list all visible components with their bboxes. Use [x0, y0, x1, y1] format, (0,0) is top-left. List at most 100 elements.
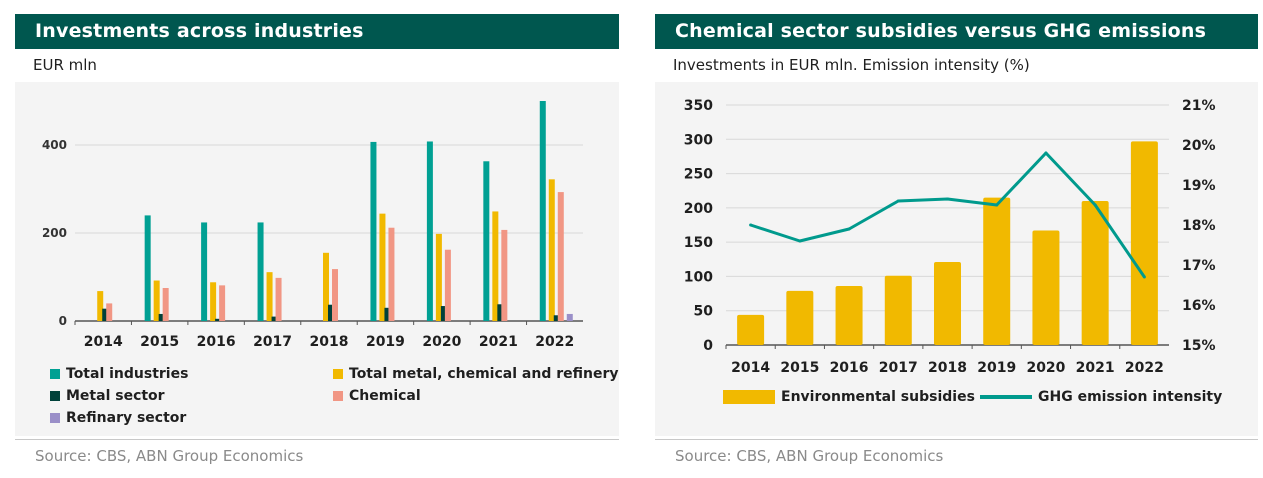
bar-metal-sector-2019 — [384, 307, 391, 321]
x-tick-label: 2015 — [140, 334, 179, 350]
bar-metal-sector-2017 — [271, 316, 278, 321]
x-tick-label: 2022 — [535, 334, 574, 350]
bar-total-metal-chemical-and-refinery-2021 — [492, 211, 499, 321]
x-tick-label: 2020 — [422, 334, 461, 350]
bar-total-industries-2016 — [201, 222, 208, 321]
legend-swatch — [333, 391, 343, 401]
legend-label: Total industries — [66, 366, 189, 382]
legend-swatch — [50, 413, 60, 423]
left-source: Source: CBS, ABN Group Economics — [35, 447, 304, 465]
y-tick-label: 0 — [59, 314, 67, 328]
x-tick-label: 2021 — [1076, 360, 1115, 376]
y-tick-label: 100 — [684, 269, 713, 285]
legend-swatch — [723, 390, 775, 404]
point-ghg-emission-intensity-2015 — [798, 239, 802, 243]
point-ghg-emission-intensity-2016 — [847, 227, 851, 231]
point-ghg-emission-intensity-2014 — [749, 223, 753, 227]
y-tick-label: 0 — [703, 338, 713, 354]
bar-total-industries-2015 — [144, 215, 151, 321]
bar-environmental-subsidies-2022 — [1130, 141, 1158, 345]
point-ghg-emission-intensity-2021 — [1093, 203, 1097, 207]
y-tick-label: 350 — [684, 98, 713, 114]
legend-label: Total metal, chemical and refinery — [349, 366, 619, 382]
x-tick-label: 2019 — [977, 360, 1016, 376]
legend-swatch — [333, 369, 343, 379]
y2-tick-label: 21% — [1182, 98, 1216, 114]
right-chart-area: 0 50 100 150 200 250 300 350 15% 16% 17% 18% 19% 20% 2… — [655, 82, 1258, 436]
legend-item-refinary-sector: Refinary sector — [50, 410, 186, 426]
x-tick-label: 2017 — [253, 334, 292, 350]
bar-chemical-2022 — [557, 192, 564, 321]
left-chart-svg: 0 200 400 2014 2015 2016 2017 2018 2019 2020 2021 2… — [42, 101, 583, 350]
bar-metal-sector-2014 — [102, 308, 109, 321]
bar-total-metal-chemical-and-refinery-2020 — [435, 233, 442, 321]
legend-label: Chemical — [349, 388, 421, 404]
left-chart-subtitle: EUR mln — [33, 56, 97, 74]
bar-chemical-2017 — [275, 277, 282, 321]
bar-environmental-subsidies-2019 — [983, 197, 1011, 345]
bar-environmental-subsidies-2018 — [934, 262, 961, 345]
bar-chemical-2014 — [106, 303, 113, 321]
bar-metal-sector-2021 — [497, 304, 504, 321]
y2-tick-label: 19% — [1182, 178, 1216, 194]
bar-total-industries-2017 — [257, 222, 264, 321]
bar-total-metal-chemical-and-refinery-2022 — [548, 179, 555, 321]
x-tick-label: 2014 — [84, 334, 123, 350]
bar-metal-sector-2018 — [328, 304, 334, 321]
legend-label: GHG emission intensity — [1038, 389, 1223, 405]
bar-environmental-subsidies-2014 — [737, 314, 765, 345]
bar-environmental-subsidies-2020 — [1032, 230, 1060, 345]
y2-tick-label: 18% — [1182, 218, 1216, 234]
bar-total-metal-chemical-and-refinery-2014 — [97, 291, 104, 321]
y-tick-label: 400 — [42, 138, 67, 152]
right-divider — [655, 439, 1258, 440]
bar-total-industries-2022 — [539, 101, 546, 321]
left-chart-area: 0 200 400 2014 2015 2016 2017 2018 2019 2020 2021 2… — [15, 82, 619, 436]
legend-item-total-metal-chemical-and-refinery: Total metal, chemical and refinery — [333, 366, 618, 382]
left-chart-panel: Investments across industries EUR mln 0 2… — [15, 14, 619, 465]
legend-swatch — [50, 369, 60, 379]
right-chart-panel: Chemical sector subsidies versus GHG emi… — [655, 14, 1258, 465]
bar-environmental-subsidies-2021 — [1081, 201, 1109, 345]
right-chart-subtitle: Investments in EUR mln. Emission intensi… — [673, 56, 1030, 74]
bar-chemical-2019 — [388, 227, 395, 321]
right-chart-svg: 0 50 100 150 200 250 300 350 15% 16% 17% 18% 19% 20% 2… — [684, 98, 1216, 376]
bar-chemical-2020 — [444, 249, 451, 321]
bar-total-metal-chemical-and-refinery-2015 — [153, 280, 160, 321]
bar-total-metal-chemical-and-refinery-2017 — [266, 272, 273, 321]
bar-environmental-subsidies-2017 — [884, 275, 912, 345]
y2-tick-label: 20% — [1182, 138, 1216, 154]
point-ghg-emission-intensity-2022 — [1142, 275, 1146, 279]
right-source: Source: CBS, ABN Group Economics — [675, 447, 944, 465]
point-ghg-emission-intensity-2018 — [946, 197, 949, 201]
y2-tick-label: 16% — [1182, 298, 1216, 314]
bar-total-industries-2021 — [483, 161, 490, 321]
left-divider — [15, 439, 619, 440]
bar-metal-sector-2022 — [553, 315, 560, 321]
legend-label: Metal sector — [66, 388, 165, 404]
x-tick-label: 2018 — [310, 334, 349, 350]
bar-total-metal-chemical-and-refinery-2019 — [379, 213, 386, 321]
x-tick-label: 2016 — [830, 360, 869, 376]
bar-metal-sector-2016 — [215, 318, 222, 321]
y-tick-label: 150 — [684, 235, 713, 251]
x-tick-label: 2018 — [928, 360, 967, 376]
x-tick-label: 2017 — [879, 360, 918, 376]
x-tick-label: 2014 — [731, 360, 770, 376]
legend-label: Refinary sector — [66, 410, 187, 426]
y-tick-label: 200 — [684, 201, 713, 217]
bar-total-industries-2020 — [426, 141, 433, 321]
bar-environmental-subsidies-2015 — [786, 290, 814, 345]
bar-chemical-2015 — [162, 288, 169, 321]
x-tick-label: 2020 — [1026, 360, 1065, 376]
x-tick-label: 2021 — [479, 334, 518, 350]
y2-tick-label: 17% — [1182, 258, 1216, 274]
bar-metal-sector-2015 — [158, 313, 165, 321]
x-tick-label: 2022 — [1125, 360, 1164, 376]
legend-item-ghg-emission-intensity: GHG emission intensity — [980, 389, 1222, 405]
bar-total-metal-chemical-and-refinery-2018 — [323, 252, 329, 321]
y-tick-label: 200 — [42, 226, 67, 240]
x-tick-label: 2016 — [197, 334, 236, 350]
y-tick-label: 300 — [684, 132, 713, 148]
bar-metal-sector-2020 — [440, 306, 447, 321]
